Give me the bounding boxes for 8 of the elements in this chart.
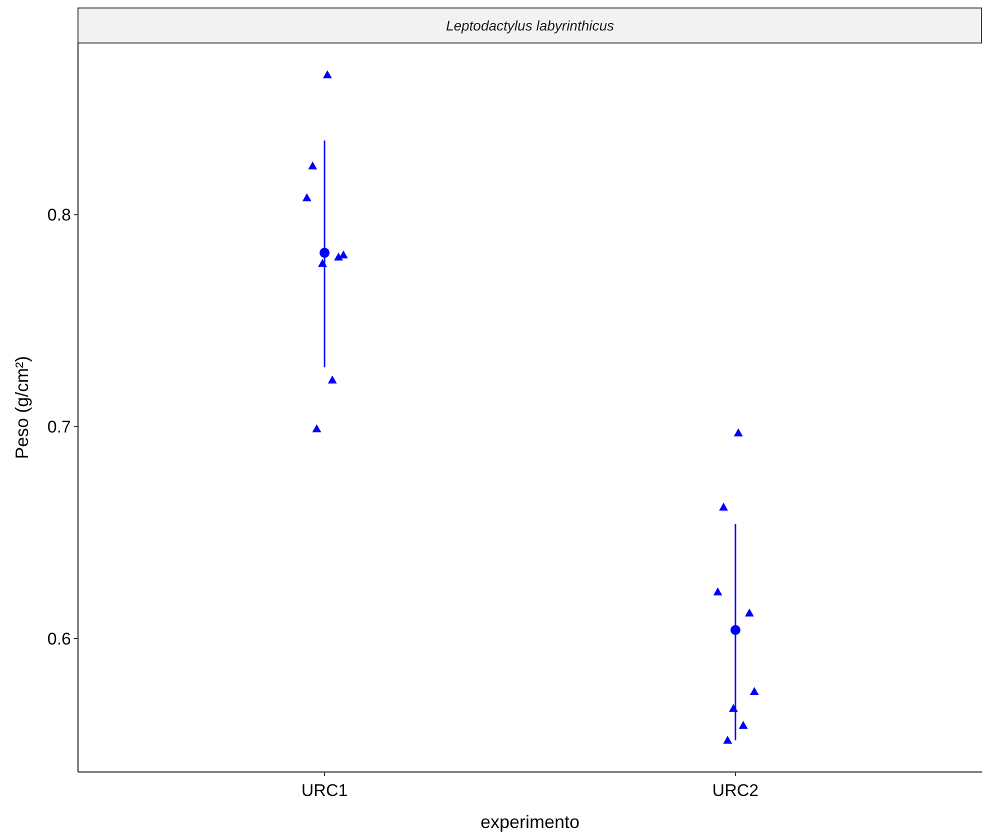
chart-title: Leptodactylus labyrinthicus — [446, 18, 614, 34]
y-tick-label: 0.8 — [47, 206, 71, 225]
x-tick-label: URC2 — [712, 781, 759, 800]
y-tick-label: 0.6 — [47, 629, 71, 648]
x-tick-label: URC1 — [301, 781, 348, 800]
x-axis-title: experimento — [480, 812, 580, 832]
y-tick-label: 0.7 — [47, 418, 71, 437]
y-axis-title: Peso (g/cm²) — [12, 356, 32, 460]
